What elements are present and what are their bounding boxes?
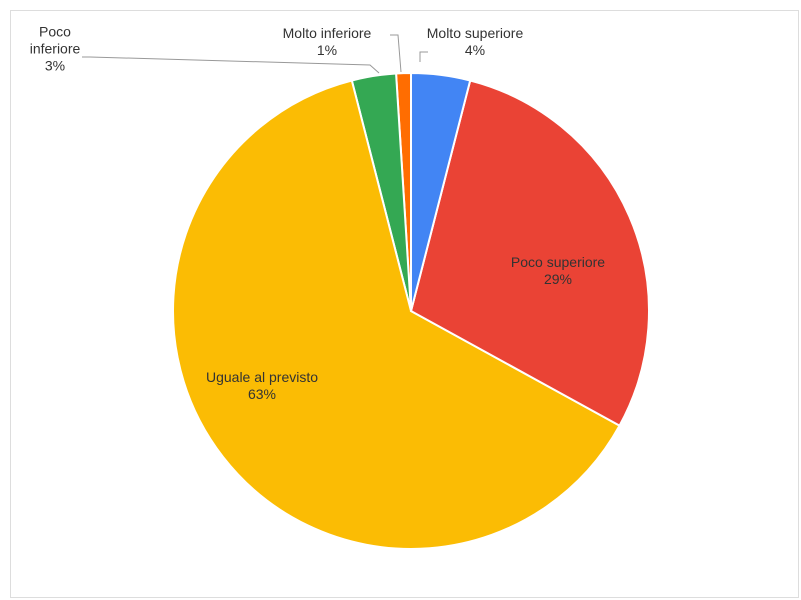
data-label: Molto superiore 4%: [410, 25, 540, 59]
value-label: 1%: [316, 42, 338, 58]
value-label: 4%: [464, 42, 486, 58]
slice: [410, 71, 472, 312]
category-label: Molto inferiore: [282, 25, 372, 41]
category-label: Poco superiore: [510, 254, 606, 270]
data-label: Poco superiore 29%: [493, 254, 623, 288]
value-label: 3%: [44, 57, 66, 74]
data-label: Poco inferiore 3%: [20, 24, 90, 75]
category-label: Poco inferiore: [29, 23, 81, 57]
leader-line: [390, 34, 402, 73]
data-label: Molto inferiore 1%: [262, 25, 392, 59]
slice: [172, 79, 621, 550]
category-label: Uguale al previsto: [205, 369, 319, 385]
leader-line: [82, 56, 380, 74]
slice: [409, 79, 650, 428]
category-label: Molto superiore: [426, 25, 524, 41]
leader-line: [419, 51, 428, 62]
value-label: 63%: [247, 386, 277, 402]
chart-frame: [10, 10, 799, 598]
data-label: Uguale al previsto 63%: [182, 369, 342, 403]
value-label: 29%: [543, 271, 573, 287]
